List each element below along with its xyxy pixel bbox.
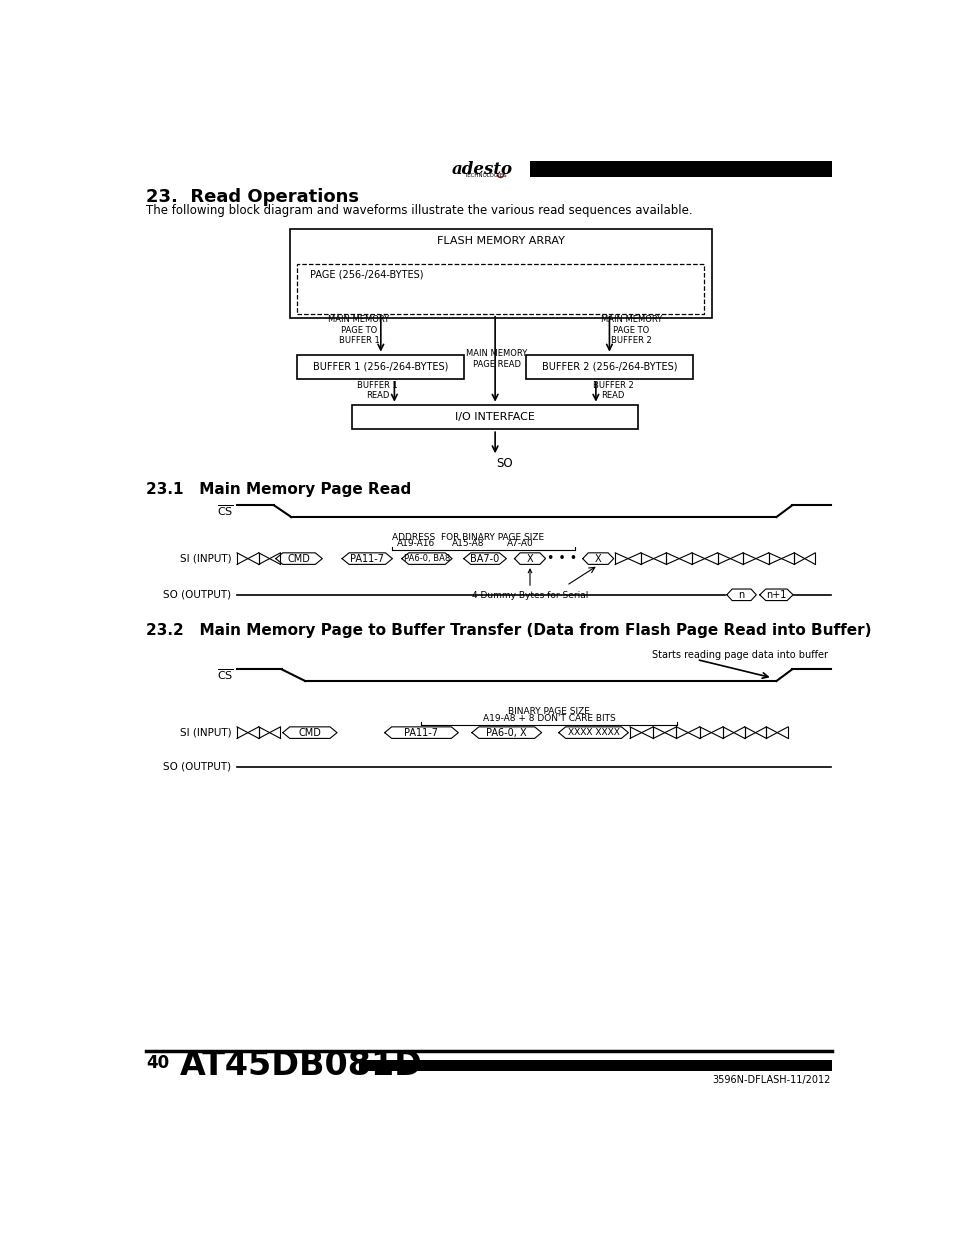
Text: 4 Dummy Bytes for Serial: 4 Dummy Bytes for Serial [472, 569, 588, 600]
Text: 23.1   Main Memory Page Read: 23.1 Main Memory Page Read [146, 482, 411, 496]
Text: BUFFER 1 (256-/264-BYTES): BUFFER 1 (256-/264-BYTES) [313, 362, 448, 372]
Text: BUFFER 1
READ: BUFFER 1 READ [356, 380, 397, 400]
Text: n: n [738, 590, 744, 600]
Text: BA7-0: BA7-0 [470, 553, 499, 563]
Text: BUFFER 2
READ: BUFFER 2 READ [592, 380, 633, 400]
Text: A19-A16: A19-A16 [396, 540, 435, 548]
Text: ADDRESS  FOR BINARY PAGE SIZE: ADDRESS FOR BINARY PAGE SIZE [392, 532, 543, 542]
Text: A7-A0: A7-A0 [506, 540, 533, 548]
Text: PA6-0, BA8: PA6-0, BA8 [403, 555, 450, 563]
Text: PA6-0, X: PA6-0, X [486, 727, 526, 737]
Bar [530, 161, 831, 178]
Text: 40: 40 [146, 1053, 170, 1072]
FancyBboxPatch shape [290, 228, 711, 317]
Text: MAIN MEMORY
PAGE TO
BUFFER 1: MAIN MEMORY PAGE TO BUFFER 1 [328, 315, 390, 346]
Bar [359, 1060, 831, 1072]
Text: SO (OUTPUT): SO (OUTPUT) [163, 762, 232, 772]
Text: PAGE (256-/264-BYTES): PAGE (256-/264-BYTES) [310, 269, 423, 279]
Text: MAIN MEMORY
PAGE READ: MAIN MEMORY PAGE READ [466, 350, 527, 369]
FancyBboxPatch shape [525, 354, 692, 379]
Text: CMD: CMD [298, 727, 321, 737]
Text: BINARY PAGE SIZE: BINARY PAGE SIZE [508, 708, 590, 716]
Text: 23.  Read Operations: 23. Read Operations [146, 188, 359, 206]
Text: PA11-7: PA11-7 [350, 553, 384, 563]
Text: • • •: • • • [547, 552, 577, 566]
Text: FLASH MEMORY ARRAY: FLASH MEMORY ARRAY [436, 236, 564, 246]
Text: CMD: CMD [287, 553, 310, 563]
Text: XXXX XXXX: XXXX XXXX [567, 729, 618, 737]
Text: I/O INTERFACE: I/O INTERFACE [455, 412, 535, 422]
Text: Starts reading page data into buffer: Starts reading page data into buffer [652, 650, 827, 659]
Text: X: X [526, 553, 533, 563]
Text: X: X [595, 553, 601, 563]
Text: MAIN MEMORY
PAGE TO
BUFFER 2: MAIN MEMORY PAGE TO BUFFER 2 [599, 315, 661, 346]
Text: $\overline{\mathrm{CS}}$: $\overline{\mathrm{CS}}$ [217, 504, 233, 519]
Wedge shape [497, 173, 504, 178]
Text: 3596N-DFLASH-11/2012: 3596N-DFLASH-11/2012 [712, 1074, 830, 1084]
Text: A15-A8: A15-A8 [452, 540, 484, 548]
Text: The following block diagram and waveforms illustrate the various read sequences : The following block diagram and waveform… [146, 204, 692, 217]
Text: $\overline{\mathrm{CS}}$: $\overline{\mathrm{CS}}$ [217, 668, 233, 682]
FancyBboxPatch shape [352, 405, 638, 430]
Text: AT45DB081D: AT45DB081D [179, 1049, 422, 1082]
Text: SO: SO [496, 457, 512, 469]
Text: PA11-7: PA11-7 [404, 727, 438, 737]
Text: SI (INPUT): SI (INPUT) [180, 553, 232, 563]
Text: 23.2   Main Memory Page to Buffer Transfer (Data from Flash Page Read into Buffe: 23.2 Main Memory Page to Buffer Transfer… [146, 624, 871, 638]
FancyBboxPatch shape [297, 264, 703, 314]
Text: SI (INPUT): SI (INPUT) [180, 727, 232, 737]
FancyBboxPatch shape [297, 354, 464, 379]
Text: n+1: n+1 [765, 590, 786, 600]
Text: TECHNOLOGIES: TECHNOLOGIES [463, 173, 506, 178]
Text: BUFFER 2 (256-/264-BYTES): BUFFER 2 (256-/264-BYTES) [541, 362, 677, 372]
Text: A19-A8 + 8 DON'T CARE BITS: A19-A8 + 8 DON'T CARE BITS [482, 714, 615, 724]
Text: SO (OUTPUT): SO (OUTPUT) [163, 590, 232, 600]
Text: adesto: adesto [451, 162, 512, 178]
